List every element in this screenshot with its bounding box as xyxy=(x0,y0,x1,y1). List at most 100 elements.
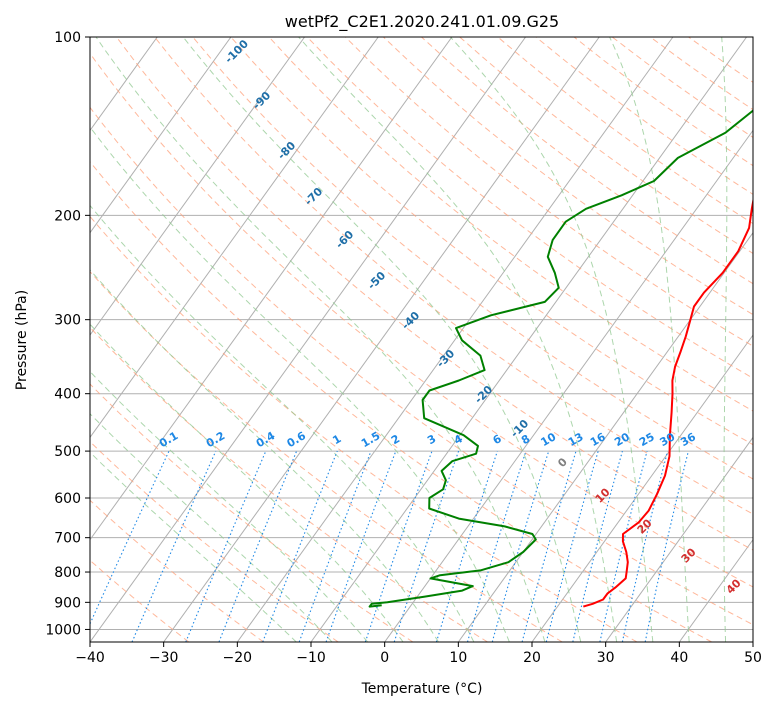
x-tick-label: 30 xyxy=(597,650,615,666)
isotherm-line xyxy=(90,37,453,541)
dry-adiabat-label: -40 xyxy=(399,309,422,332)
isotherm-line xyxy=(0,37,10,642)
isotherm-line xyxy=(605,436,753,642)
profile-line-1 xyxy=(368,109,753,608)
isotherm-line xyxy=(236,37,674,642)
mixing-ratio-line xyxy=(545,450,599,642)
isotherm-line xyxy=(90,37,232,234)
mixing-ratio-line xyxy=(435,450,498,642)
dry-adiabat xyxy=(116,37,753,551)
mixing-ratio-line xyxy=(298,450,372,642)
dry-adiabat-label: -30 xyxy=(434,347,457,370)
dry-adiabat xyxy=(90,499,264,642)
isotherm-line xyxy=(0,37,84,642)
dry-adiabat xyxy=(344,37,753,347)
y-tick-label: 800 xyxy=(54,565,81,581)
mixing-ratio-line xyxy=(364,450,433,642)
x-tick-label: 0 xyxy=(380,650,389,666)
dry-adiabat-label: -50 xyxy=(365,269,388,292)
chart-title: wetPf2_C2E1.2020.241.01.09.G25 xyxy=(285,12,559,32)
isotherm-line xyxy=(90,37,527,642)
y-tick-label: 500 xyxy=(54,444,81,460)
dry-adiabat xyxy=(90,161,712,642)
moist-adiabat-label: 0 xyxy=(555,455,570,470)
x-tick-label: −20 xyxy=(223,650,253,666)
dry-adiabat-label: -60 xyxy=(333,228,356,251)
moist-adiabat-label: 10 xyxy=(593,485,613,505)
mixing-ratio-line xyxy=(491,450,550,642)
mixing-ratio-line xyxy=(325,450,397,642)
x-axis-title: Temperature (°C) xyxy=(361,681,483,697)
isotherm-line xyxy=(90,37,379,439)
moist-adiabat xyxy=(90,323,404,642)
isotherm-line xyxy=(531,334,753,642)
mixing-ratio-label: 16 xyxy=(588,430,608,449)
y-tick-label: 1000 xyxy=(45,622,81,638)
dry-adiabat xyxy=(650,37,753,111)
mixing-ratio-line xyxy=(185,450,267,642)
dry-adiabat xyxy=(90,326,488,642)
profile-line-0 xyxy=(583,196,753,608)
y-tick-label: 100 xyxy=(54,30,81,46)
mixing-ratio-label: 25 xyxy=(637,430,657,449)
mixing-ratio-line xyxy=(644,450,689,642)
y-tick-label: 600 xyxy=(54,491,81,507)
dry-adiabat xyxy=(192,37,753,480)
y-tick-label: 700 xyxy=(54,531,81,547)
y-tick-label: 400 xyxy=(54,387,81,403)
dry-adiabat xyxy=(90,383,414,642)
moist-adiabat xyxy=(450,37,654,642)
dry-adiabat-label: -100 xyxy=(222,37,251,66)
dry-adiabat xyxy=(90,270,563,642)
dry-adiabat-label: -20 xyxy=(472,383,495,406)
moist-adiabat-label: 30 xyxy=(679,545,699,565)
mixing-ratio-label: 3 xyxy=(425,432,438,447)
dry-adiabat xyxy=(90,215,638,642)
mixing-ratio-line xyxy=(599,450,648,642)
moist-adiabat xyxy=(90,451,297,642)
dry-adiabat xyxy=(497,37,753,225)
x-tick-label: −30 xyxy=(149,650,179,666)
moist-adiabat xyxy=(90,126,510,642)
mixing-ratio-label: 0.6 xyxy=(285,429,309,450)
x-tick-label: −40 xyxy=(75,650,105,666)
moist-adiabat xyxy=(90,204,475,642)
moist-adiabat xyxy=(721,37,728,642)
mixing-ratio-line xyxy=(572,450,623,642)
moist-adiabat xyxy=(298,37,618,642)
background-lines xyxy=(0,37,753,642)
dry-adiabat-label: -70 xyxy=(302,185,325,208)
x-tick-label: 40 xyxy=(670,650,688,666)
y-axis-title: Pressure (hPa) xyxy=(14,290,30,390)
isotherm-line xyxy=(752,641,753,642)
dry-adiabat xyxy=(421,37,753,285)
dry-adiabat xyxy=(230,37,753,446)
mixing-ratio-label: 0.2 xyxy=(204,429,227,450)
dry-adiabat xyxy=(90,106,753,626)
mixing-ratio-label: 6 xyxy=(491,432,504,447)
moist-adiabat-label: 40 xyxy=(724,576,744,596)
x-tick-label: 50 xyxy=(744,650,762,666)
mixing-ratio-label: 30 xyxy=(657,430,677,449)
dry-adiabat xyxy=(268,37,753,412)
dry-adiabat xyxy=(383,37,753,316)
profile-layer xyxy=(368,109,753,608)
mixing-ratio-line xyxy=(621,450,669,642)
mixing-ratio-line xyxy=(218,450,298,642)
dry-adiabat xyxy=(90,440,339,642)
mixing-ratio-label: 0.1 xyxy=(157,429,180,450)
isotherm-line xyxy=(90,37,306,336)
moist-adiabat xyxy=(609,37,690,642)
y-tick-label: 900 xyxy=(54,595,81,611)
mixing-ratio-line xyxy=(262,450,338,642)
mixing-ratio-line xyxy=(521,450,577,642)
x-tick-label: −10 xyxy=(296,650,326,666)
mixing-ratio-line xyxy=(393,450,460,642)
mixing-ratio-label: 1.5 xyxy=(359,429,382,450)
moist-adiabat xyxy=(90,269,439,642)
mixing-ratio-label: 36 xyxy=(678,430,698,449)
isotherm-line xyxy=(678,538,753,642)
moist-adiabat xyxy=(95,37,546,642)
